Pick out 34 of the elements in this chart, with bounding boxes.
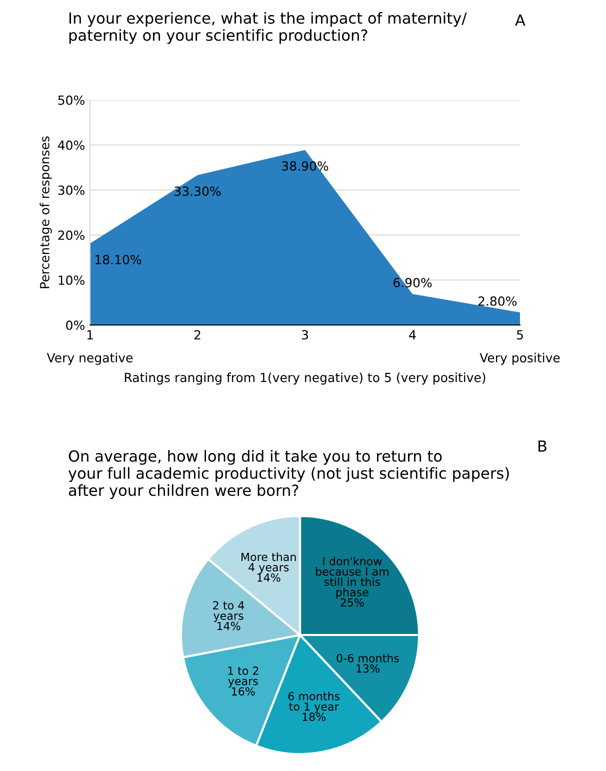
x-axis-title: Ratings ranging from 1(very negative) to 5 (very positive) [124,372,486,385]
data-label: 25% [340,598,364,607]
x-tick-label: 3 [302,330,308,340]
y-axis-title: Percentage of responses [40,136,52,288]
text: A [515,14,526,26]
y-tick-label: 10% [58,275,84,285]
chart-title: In your experience, what is the impact of maternity/ paternity on your scientific production? [69,12,467,44]
data-label: 33.30% [174,186,221,196]
x-tick-label: 4 [409,330,416,340]
slice-label: 6 months to 1 year [288,692,340,713]
data-label: 14% [257,573,280,582]
x-tick-label: 2 [194,330,200,340]
y-tick-label: 0% [66,320,84,330]
data-label: 18% [302,712,326,722]
data-label: 16% [232,687,255,696]
y-tick-label: 20% [58,230,84,240]
text: B [538,440,546,452]
data-label: 13% [356,664,380,673]
x-tick-label: 1 [87,330,93,340]
slice-label: 1 to 2 years [228,666,258,688]
data-label: 14% [217,622,240,630]
slice-label: 0-6 months [336,654,399,662]
y-tick-label: 50% [58,95,84,105]
data-label: 18.10% [96,254,142,264]
slice-label: More than 4 years [242,552,296,574]
y-tick-label: 30% [58,185,84,195]
text: Very negative [46,352,133,365]
slice-label: 2 to 4 years [213,601,244,622]
text: Very positive [480,352,560,365]
chart-title: On average, how long did it take you to return to your full academic productivity (not just scientific papers) after your children were born? [68,450,509,499]
data-label: 2.80% [478,296,517,306]
y-tick-label: 40% [58,140,84,150]
slice-label: I don'know because I am still in this phase [316,556,388,599]
x-tick-label: 5 [516,330,523,340]
